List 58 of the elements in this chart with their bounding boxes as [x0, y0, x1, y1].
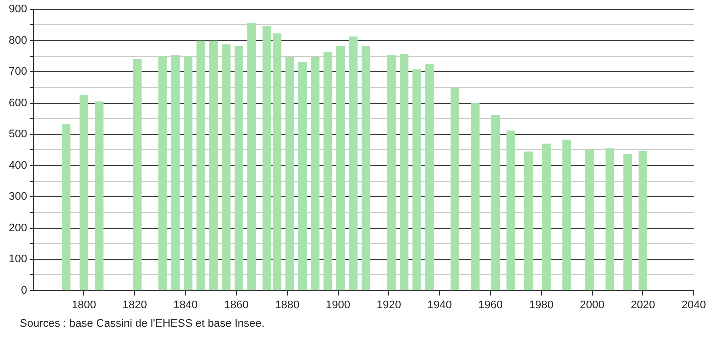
x-tick-label: 1940 [428, 299, 452, 312]
bar [542, 144, 551, 291]
x-tick-label: 1840 [174, 299, 198, 312]
bar [95, 102, 104, 291]
x-tick-label: 1860 [224, 299, 249, 312]
bar [585, 150, 594, 291]
bar [349, 36, 358, 291]
bar [234, 46, 244, 291]
bar [362, 46, 371, 291]
y-tick-label: 900 [8, 4, 28, 16]
bar [171, 56, 180, 291]
bar [336, 46, 346, 291]
bar [412, 70, 422, 291]
x-tick-label: 2020 [630, 299, 656, 312]
x-tick-label: 1960 [478, 299, 503, 312]
bar [80, 95, 88, 291]
y-tick-label: 800 [8, 34, 28, 47]
bar [506, 130, 516, 291]
y-tick-label: 600 [8, 97, 28, 110]
source-note: Sources : base Cassini de l'EHESS et base Insee. [20, 318, 265, 330]
y-tick-label: 100 [8, 254, 28, 266]
x-tick-label: 1800 [72, 299, 96, 312]
y-tick-label: 0 [21, 284, 28, 297]
bar [524, 152, 534, 291]
x-tick-label: 1980 [529, 299, 554, 312]
bar [450, 88, 460, 291]
bar [158, 56, 168, 291]
bar [387, 55, 396, 291]
bar [638, 151, 648, 291]
x-tick-label: 1920 [376, 299, 402, 312]
bar [606, 148, 614, 291]
bar [491, 115, 500, 291]
bar [324, 52, 332, 291]
bar [425, 64, 434, 291]
bar [400, 54, 409, 291]
y-tick-label: 200 [8, 222, 28, 234]
x-tick-label: 2040 [682, 299, 706, 312]
y-tick-label: 400 [8, 160, 28, 172]
bar [286, 57, 294, 291]
bar [298, 62, 308, 291]
bar [62, 124, 71, 291]
bar [248, 23, 256, 291]
bar [311, 57, 320, 291]
bar [133, 58, 142, 291]
x-tick-label: 1880 [275, 299, 300, 312]
bar [184, 56, 193, 291]
y-tick-label: 500 [8, 128, 28, 141]
x-tick-label: 1820 [122, 299, 148, 312]
y-tick-label: 300 [8, 191, 28, 204]
bar [562, 140, 572, 291]
bar [471, 103, 480, 291]
bar [624, 154, 632, 291]
bar [196, 40, 206, 291]
bar [222, 44, 231, 291]
y-tick-label: 700 [8, 66, 28, 78]
x-tick-label: 2000 [580, 299, 605, 312]
bar [209, 40, 218, 291]
x-tick-label: 1900 [326, 299, 351, 312]
